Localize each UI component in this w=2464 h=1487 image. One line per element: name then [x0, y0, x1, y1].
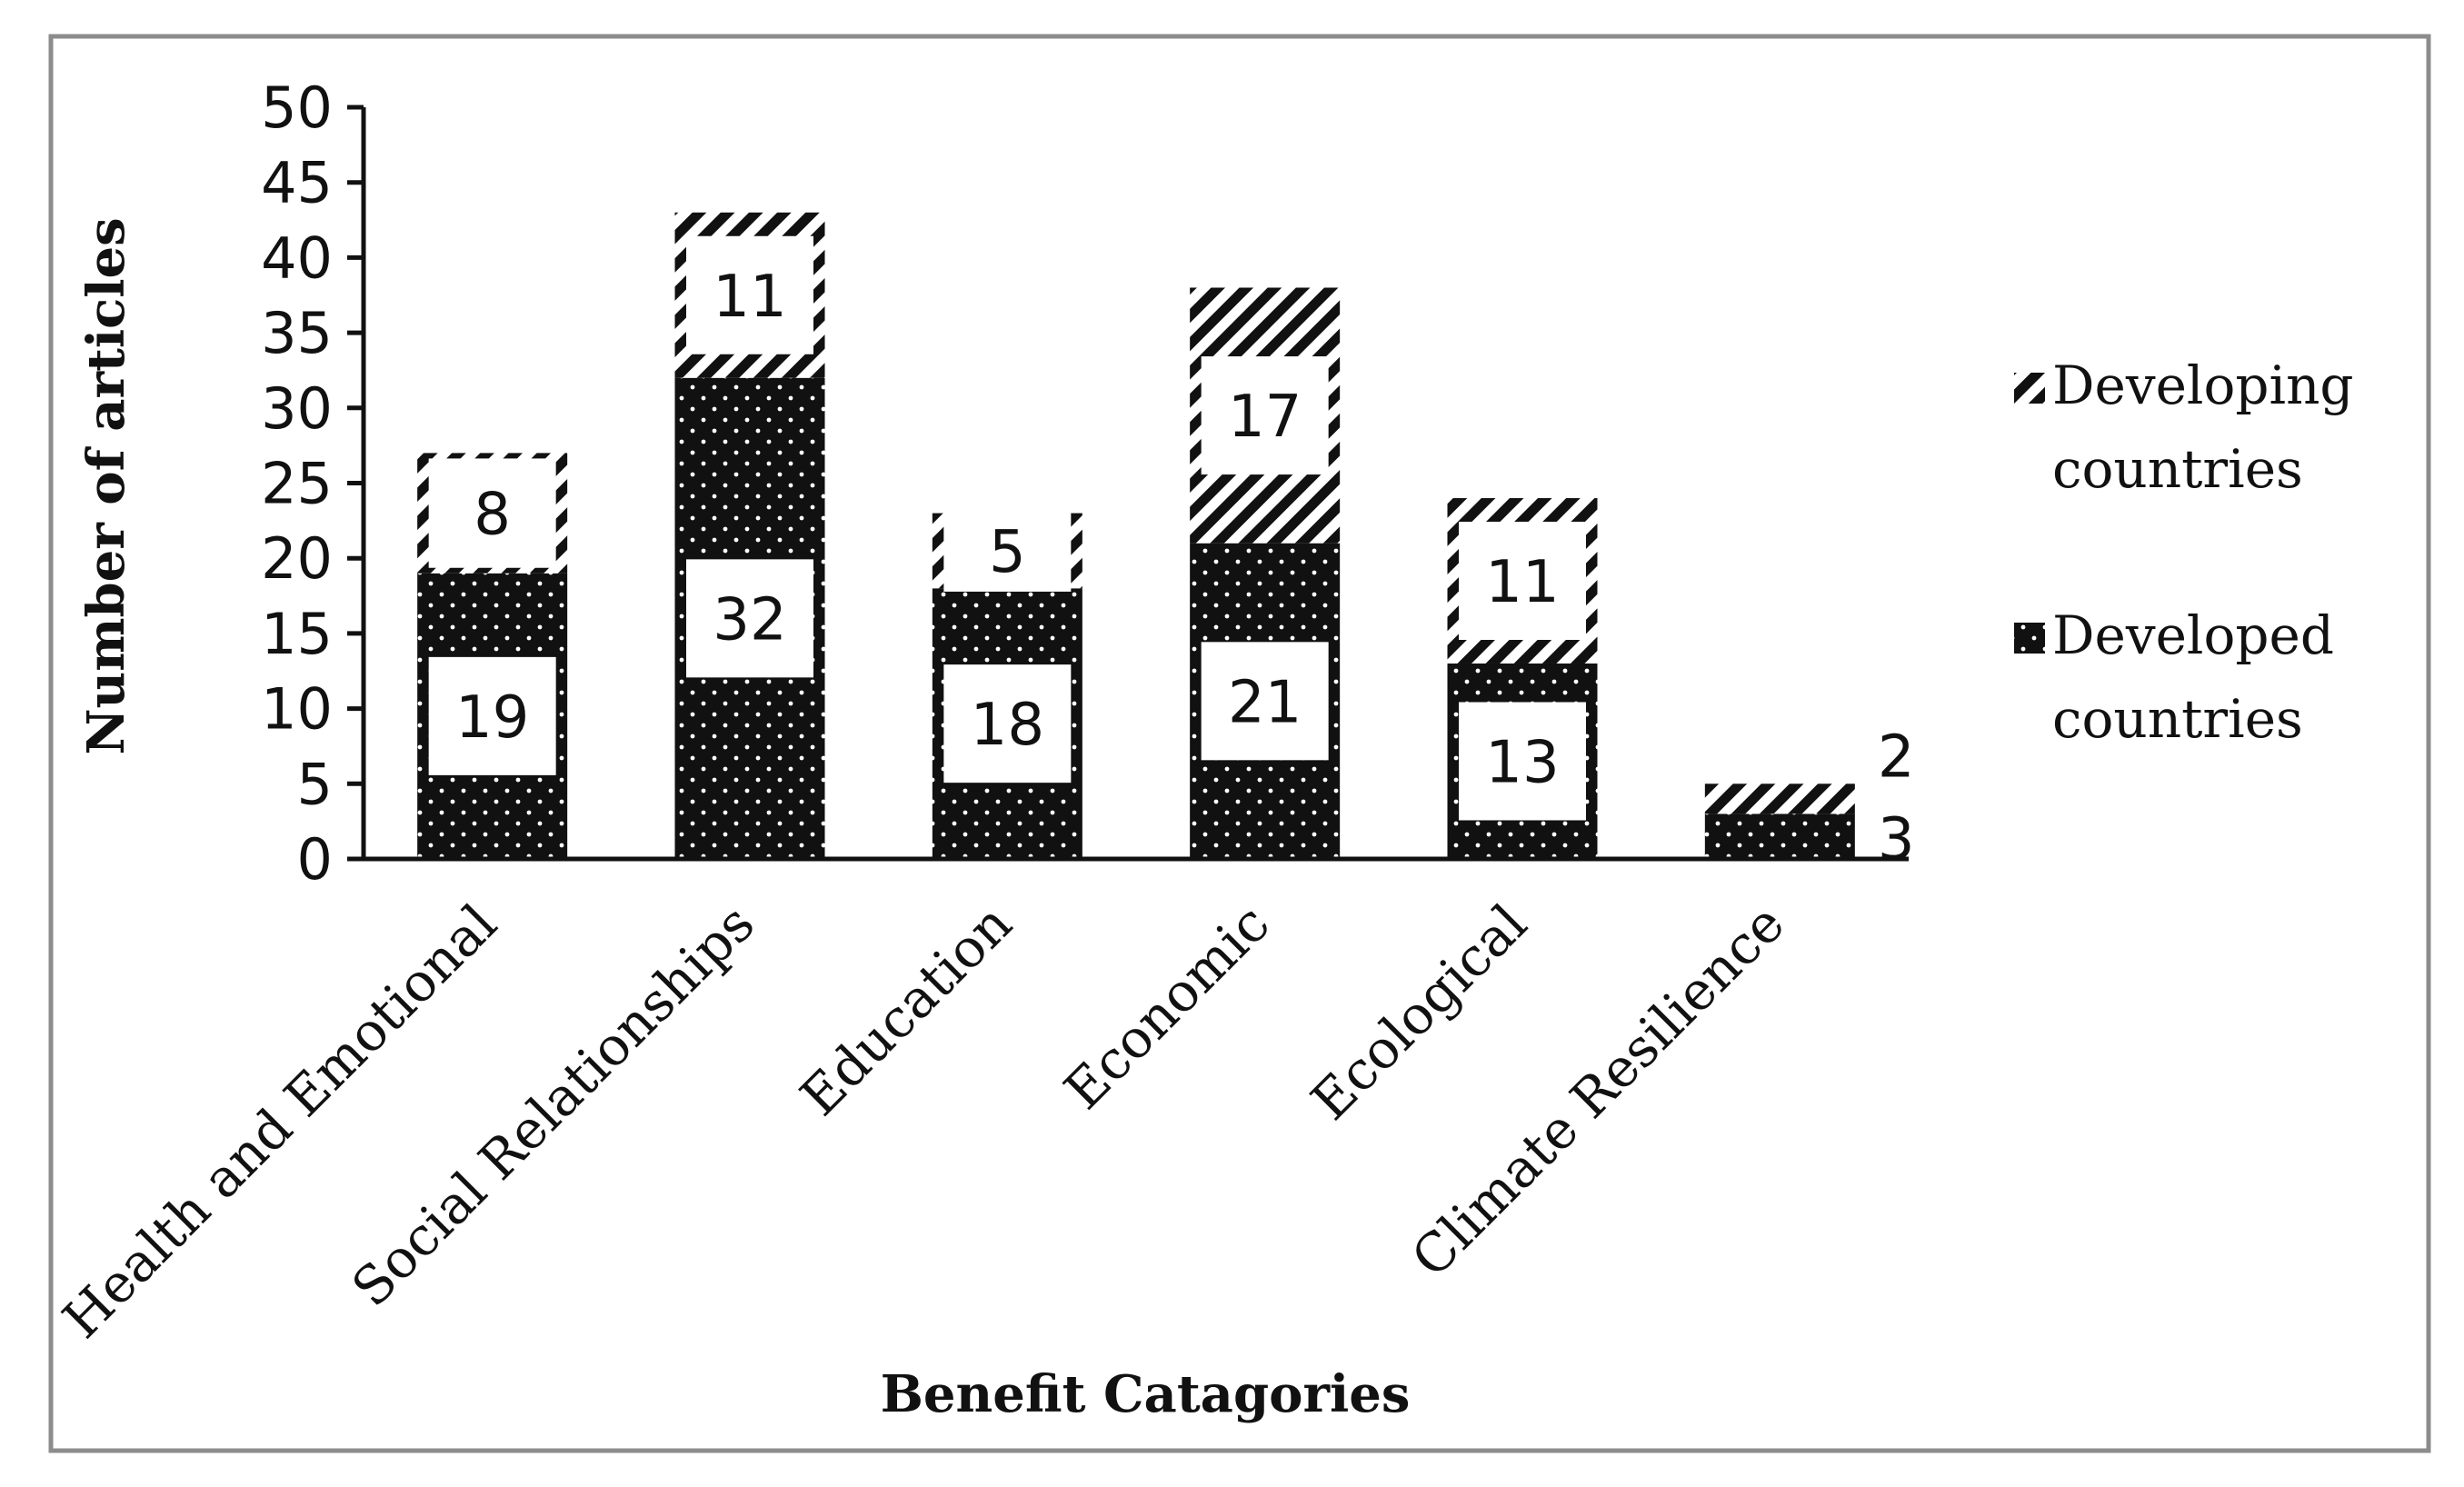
y-axis-title: Number of articles	[76, 217, 136, 754]
y-tick-label: 25	[261, 451, 333, 517]
data-label-box	[428, 458, 556, 568]
data-label-box	[1459, 702, 1586, 821]
data-label-developing: 2	[1878, 724, 1915, 791]
data-label-developing: 5	[989, 519, 1026, 586]
bar-developing	[1704, 783, 1855, 814]
legend-swatch-developing	[2014, 373, 2045, 404]
y-tick-label: 45	[261, 150, 333, 216]
x-axis-title: Benefit Catagories	[881, 1364, 1411, 1424]
y-tick-label: 0	[297, 826, 333, 893]
y-tick-label: 15	[261, 601, 333, 667]
y-tick-label: 35	[261, 300, 333, 366]
data-label-developed: 3	[1878, 806, 1915, 873]
y-tick-label: 30	[261, 375, 333, 442]
data-label-box	[943, 509, 1072, 592]
y-axis-ticks: 0 5 10 15 20 25 30 35 40 45 50	[261, 75, 364, 893]
data-label-developed: 13	[1485, 729, 1559, 796]
y-tick-label: 5	[297, 751, 333, 817]
axes	[361, 107, 1909, 862]
data-label-developing: 11	[713, 264, 786, 331]
legend-swatch-developed	[2014, 623, 2045, 654]
data-label-developed: 21	[1228, 669, 1302, 736]
data-label-box	[686, 235, 813, 354]
data-label-developing: 17	[1228, 384, 1302, 451]
data-label-developing: 11	[1485, 549, 1559, 616]
y-tick-label: 20	[261, 525, 333, 592]
bar-developed	[1704, 813, 1855, 859]
data-label-developed: 19	[455, 684, 529, 752]
data-label-box	[1201, 356, 1329, 475]
data-label-box	[428, 656, 556, 775]
data-label-developing: 8	[474, 482, 511, 549]
data-label-box	[686, 559, 813, 678]
legend: Developing countries Developed countries	[2014, 354, 2354, 750]
data-label-box	[943, 664, 1072, 783]
legend-label-developed-line2: countries	[2052, 688, 2303, 750]
y-tick-label: 40	[261, 225, 333, 291]
y-tick-label: 10	[261, 676, 333, 743]
y-tick-label: 50	[261, 75, 333, 141]
data-label-box	[1201, 642, 1329, 761]
legend-label-developing-line1: Developing	[2052, 354, 2354, 416]
data-label-developed: 32	[713, 586, 786, 654]
legend-label-developed-line1: Developed	[2052, 604, 2334, 666]
legend-label-developing-line2: countries	[2052, 438, 2303, 500]
data-label-developed: 18	[971, 692, 1044, 759]
data-label-box	[1459, 522, 1586, 641]
